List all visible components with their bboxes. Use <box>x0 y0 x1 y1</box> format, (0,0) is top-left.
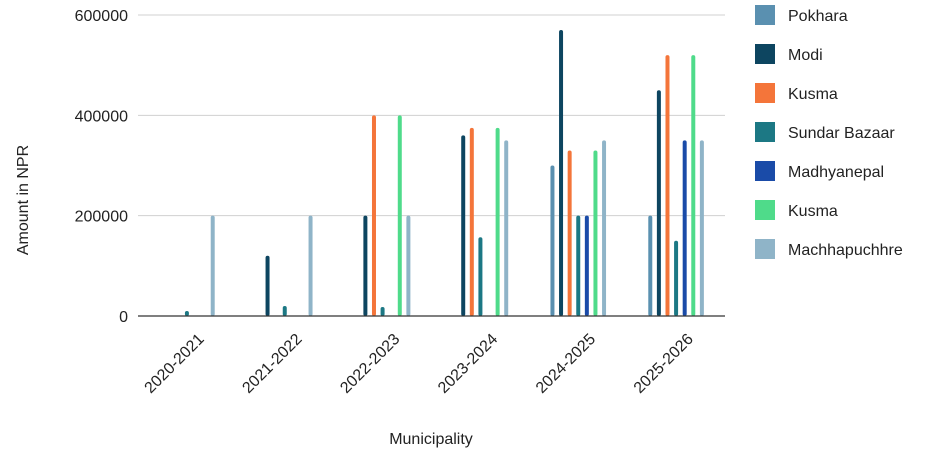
bar-2021-2022-sundar-bazaar <box>282 305 287 316</box>
y-tick-labels: 0 200000 400000 600000 <box>75 8 128 326</box>
x-axis-title: Municipality <box>389 431 473 448</box>
x-tick-labels: 2020-2021 2021-2022 2022-2023 2023-2024 2024… <box>142 331 697 397</box>
x-tick-label: 2022-2023 <box>337 331 403 397</box>
bar-2025-2026-madhyanepal <box>682 140 687 316</box>
legend-swatch <box>755 5 775 25</box>
bar-2020-2021-machhapuchhre <box>210 215 215 316</box>
bar-2021-2022-machhapuchhre <box>308 215 313 316</box>
bar-2022-2023-kusma <box>371 115 376 316</box>
bar-2025-2026-modi <box>656 90 661 316</box>
bar-2023-2024-sundar-bazaar <box>478 237 483 316</box>
bar-2024-2025-sundar-bazaar <box>576 215 581 316</box>
bar-2022-2023-kusma <box>397 115 402 316</box>
x-tick-label: 2021-2022 <box>239 331 305 397</box>
bar-2022-2023-modi <box>363 215 368 316</box>
bar-2023-2024-kusma <box>469 127 474 316</box>
x-tick-label: 2023-2024 <box>435 331 501 397</box>
y-tick-label: 400000 <box>75 108 128 125</box>
bar-2020-2021-sundar-bazaar <box>184 310 189 316</box>
legend-swatch <box>755 122 775 142</box>
y-tick-label: 600000 <box>75 8 128 25</box>
x-tick-label: 2025-2026 <box>631 331 697 397</box>
legend: Pokhara Modi Kusma Sundar Bazaar Madhyanepal… <box>755 5 903 259</box>
legend-label: Kusma <box>788 86 838 103</box>
bar-2024-2025-madhyanepal <box>584 215 589 316</box>
legend-label: Pokhara <box>788 8 848 25</box>
legend-swatch <box>755 83 775 103</box>
legend-label: Madhyanepal <box>788 164 884 181</box>
bar-2022-2023-machhapuchhre <box>406 215 411 316</box>
bar-2023-2024-modi <box>461 135 466 316</box>
x-tick-label: 2020-2021 <box>142 331 208 397</box>
bar-2024-2025-modi <box>559 30 564 317</box>
legend-label: Modi <box>788 47 823 64</box>
y-axis-title: Amount in NPR <box>15 145 32 255</box>
y-tick-label: 200000 <box>75 209 128 226</box>
bar-2024-2025-kusma <box>567 150 572 316</box>
bar-2024-2025-kusma <box>593 150 598 316</box>
legend-label: Kusma <box>788 203 838 220</box>
bar-2025-2026-kusma <box>691 55 696 317</box>
x-tick-label: 2024-2025 <box>533 331 599 397</box>
bar-2023-2024-kusma <box>495 127 500 316</box>
legend-swatch <box>755 239 775 259</box>
bar-2024-2025-machhapuchhre <box>602 140 607 316</box>
gridlines <box>138 14 725 217</box>
bar-2024-2025-pokhara <box>550 165 555 316</box>
bar-2022-2023-sundar-bazaar <box>380 306 385 316</box>
bars <box>184 30 704 317</box>
bar-2021-2022-modi <box>265 255 270 316</box>
legend-swatch <box>755 161 775 181</box>
legend-label: Sundar Bazaar <box>788 125 895 142</box>
bar-2025-2026-kusma <box>665 55 670 317</box>
bar-2023-2024-machhapuchhre <box>504 140 509 316</box>
bar-2025-2026-machhapuchhre <box>699 140 704 316</box>
y-tick-label: 0 <box>119 309 128 326</box>
legend-label: Machhapuchhre <box>788 242 903 259</box>
legend-swatch <box>755 200 775 220</box>
bar-2025-2026-pokhara <box>648 215 653 316</box>
bar-2025-2026-sundar-bazaar <box>674 240 679 316</box>
legend-swatch <box>755 44 775 64</box>
